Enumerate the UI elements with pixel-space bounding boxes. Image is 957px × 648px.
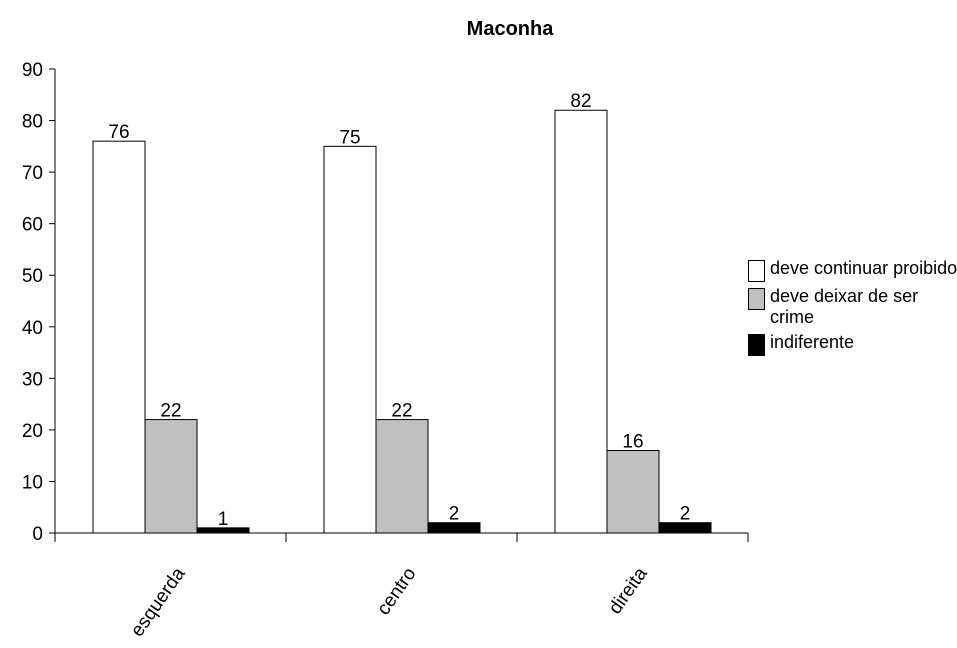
y-tick-label: 70 [22,163,43,184]
chart-title: Maconha [466,18,554,40]
bar [323,145,377,534]
data-label: 16 [622,432,643,453]
bar [196,527,250,534]
y-tick-label: 50 [22,266,43,287]
legend-label-series-1: deve continuar proibido [770,258,957,278]
legend: deve continuar proibido deve deixar de s… [748,258,957,360]
bar [658,522,712,534]
bar [427,522,481,534]
legend-item-series-1: deve continuar proibido [748,258,957,282]
legend-swatch-series-2 [748,288,765,310]
y-tick-label: 0 [32,524,43,545]
legend-swatch-series-3 [748,334,765,356]
data-label: 75 [339,127,360,148]
data-label: 22 [160,401,181,422]
x-tick-label: direita [605,563,652,618]
y-tick-label: 40 [22,318,43,339]
legend-item-series-3: indiferente [748,332,957,356]
y-tick-label: 30 [22,369,43,390]
x-tick-label: centro [373,564,420,619]
data-label: 2 [680,504,691,525]
x-axis: esquerda centro direita [54,532,749,641]
data-label: 2 [449,504,460,525]
y-tick-label: 10 [22,472,43,493]
bar [606,450,660,534]
data-label: 76 [108,122,129,143]
bar [92,140,146,534]
bar [554,109,608,534]
data-label: 22 [391,401,412,422]
data-label: 82 [570,91,591,112]
bar [144,419,198,534]
legend-swatch-series-1 [748,260,765,282]
y-tick-label: 60 [22,215,43,236]
y-axis: 0 10 20 30 40 50 60 70 80 90 [22,60,56,545]
data-label: 1 [218,509,229,530]
x-tick-label: esquerda [127,563,190,640]
y-tick-label: 20 [22,421,43,442]
legend-item-series-2: deve deixar de ser crime [748,286,957,328]
y-tick-label: 90 [22,60,43,81]
y-tick-label: 80 [22,112,43,133]
bar [375,419,429,534]
bars [92,109,712,534]
legend-label-series-3: indiferente [770,332,855,352]
legend-label-series-2: deve deixar de ser crime [770,286,919,327]
